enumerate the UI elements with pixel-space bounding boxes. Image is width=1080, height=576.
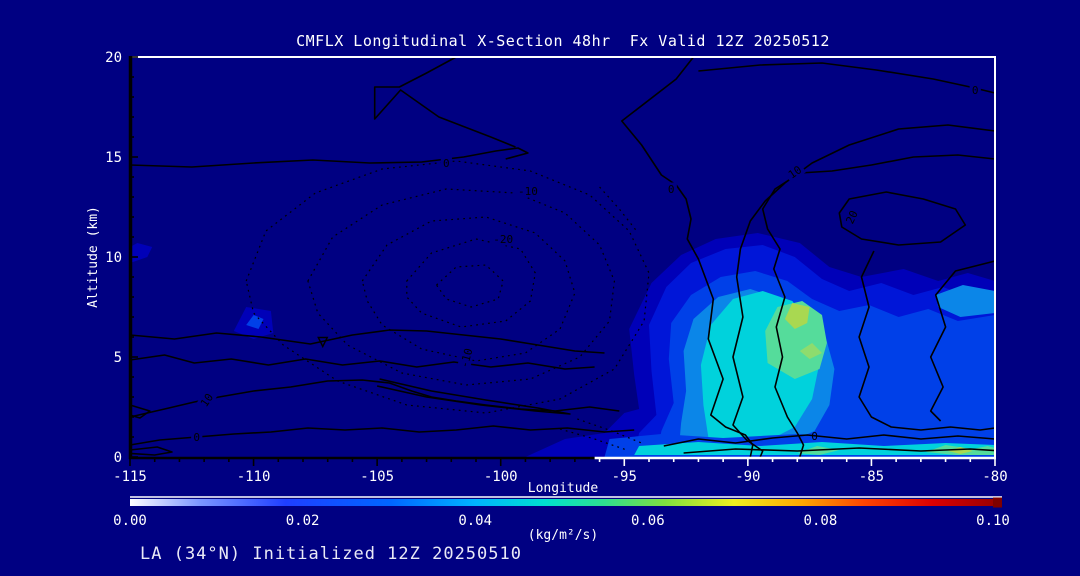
dashed-contour-dashed-ring-4 bbox=[406, 238, 536, 328]
contour-label: 0 bbox=[811, 430, 818, 443]
dashed-contour-dashed-arc-low-1 bbox=[559, 428, 627, 451]
contour-label-group: 0 bbox=[440, 156, 452, 170]
x-tick-label: -115 bbox=[113, 469, 147, 485]
contour-line-labels: 0 0 0 10 20 0 10 0 -10 -10 -20 bbox=[191, 83, 981, 444]
y-tick-label: 0 bbox=[114, 450, 122, 466]
x-tick-label: -80 bbox=[982, 469, 1007, 485]
contour-label-group: -10 bbox=[456, 343, 476, 373]
y-tick-label: 15 bbox=[105, 150, 122, 166]
dashed-contour-dashed-ring-5 bbox=[435, 264, 504, 308]
solid-contour-solid-0-left-bottom bbox=[129, 425, 635, 446]
contour-label-bg bbox=[783, 161, 807, 183]
contour-label-group: 20 bbox=[841, 205, 862, 229]
x-tick-label: -95 bbox=[612, 469, 637, 485]
contour-label-group: -10 bbox=[515, 184, 541, 198]
solid-contour-solid-surface-outline-2 bbox=[683, 447, 996, 454]
contour-label-bg bbox=[440, 156, 452, 170]
contour-label-group: 0 bbox=[811, 430, 818, 443]
contour-label-bg bbox=[456, 343, 476, 373]
contour-label: 0 bbox=[443, 157, 450, 170]
colorbar-tick-label: 0.00 bbox=[113, 513, 147, 529]
solid-contour-solid-surface-outline-1 bbox=[663, 434, 996, 447]
contour-label-group: 10 bbox=[783, 161, 807, 183]
x-tick-label: -100 bbox=[484, 469, 518, 485]
colorbar-tick-label: 0.02 bbox=[286, 513, 320, 529]
contour-label: 10 bbox=[786, 163, 804, 181]
fill-blob-l7-yellowgreen-b bbox=[799, 343, 822, 359]
contour-label: 0 bbox=[972, 84, 979, 97]
x-tick-label: -105 bbox=[360, 469, 394, 485]
solid-contour-solid-desc-right-1 bbox=[858, 250, 996, 431]
fill-surface-yellowgreen bbox=[948, 447, 973, 454]
contour-label-bg bbox=[196, 388, 218, 412]
solid-contour-solid-0-right-v bbox=[620, 56, 754, 458]
contour-label-bg bbox=[969, 83, 981, 97]
y-axis-title: Altitude (km) bbox=[86, 206, 101, 308]
colorbar-tick-label: 0.04 bbox=[458, 513, 492, 529]
solid-contour-solid-flag bbox=[373, 56, 516, 148]
fill-patch-left-edge bbox=[130, 243, 153, 263]
y-tick-label: 5 bbox=[114, 350, 122, 366]
fill-blob-l4-right-patch bbox=[935, 285, 995, 317]
contour-label-bg bbox=[665, 182, 677, 196]
contour-fill-layers bbox=[130, 233, 995, 457]
solid-contour-solid-arc-mid-right bbox=[732, 124, 996, 458]
fill-blob-l7-yellowgreen-a bbox=[784, 303, 810, 329]
x-tick-label: -90 bbox=[735, 469, 760, 485]
triangle-down-marker bbox=[317, 336, 329, 349]
contour-label-bg bbox=[515, 184, 541, 198]
footer-init-text: LA (34°N) Initialized 12Z 20250510 bbox=[140, 544, 522, 564]
contour-label-group: 0 bbox=[665, 182, 677, 196]
solid-contour-solid-corner-a bbox=[129, 404, 151, 419]
contour-label: 20 bbox=[843, 208, 860, 226]
solid-contour-solid-desc-right-2 bbox=[929, 260, 996, 422]
solid-contour-solid-20-loop bbox=[838, 191, 967, 246]
colorbar-units-label: (kg/m²/s) bbox=[528, 528, 598, 543]
solid-contour-solid-left-alt5 bbox=[129, 354, 595, 370]
colorbar-gradient bbox=[130, 499, 993, 506]
contour-label-bg bbox=[841, 205, 862, 229]
fill-blob-l6-palegreen bbox=[765, 301, 827, 379]
colorbar-tick-label: 0.06 bbox=[631, 513, 665, 529]
colorbar-end-cap bbox=[993, 497, 1002, 508]
solid-contour-solid-corner-b bbox=[129, 446, 173, 456]
dashed-contour-dashed-arc-low-2 bbox=[577, 418, 642, 444]
contour-label-group: 0 bbox=[191, 430, 203, 444]
contour-label-group: 10 bbox=[196, 388, 218, 412]
contour-label-group: -20 bbox=[490, 232, 516, 246]
colorbar-tick-labels: 0.00 0.02 0.04 0.06 0.08 0.10 bbox=[113, 513, 1010, 529]
colorbar-tick-label: 0.08 bbox=[804, 513, 838, 529]
contour-label-bg bbox=[191, 430, 203, 444]
x-axis-title: Longitude bbox=[528, 481, 599, 496]
solid-contour-solid-wedge bbox=[376, 378, 571, 415]
contour-label: 0 bbox=[668, 183, 675, 196]
x-tick-label: -85 bbox=[859, 469, 884, 485]
contour-label: 10 bbox=[198, 391, 216, 409]
contour-label-bg bbox=[490, 232, 516, 246]
contour-label: 0 bbox=[193, 431, 200, 444]
colorbar: 0.00 0.02 0.04 0.06 0.08 0.10 bbox=[113, 496, 1010, 529]
y-tick-label: 20 bbox=[105, 50, 122, 66]
contour-label: -10 bbox=[458, 347, 476, 370]
solid-contour-solid-0-upper-left bbox=[129, 147, 529, 168]
plot-title: CMFLX Longitudinal X-Section 48hr Fx Val… bbox=[296, 32, 830, 50]
dashed-contour-dashed-ring-1 bbox=[245, 160, 650, 414]
contour-label: -10 bbox=[518, 185, 538, 198]
contour-label: -20 bbox=[493, 233, 513, 246]
y-tick-label: 10 bbox=[105, 250, 122, 266]
x-tick-label: -110 bbox=[237, 469, 271, 485]
solid-contour-solid-10-right bbox=[761, 154, 996, 458]
plot-markers bbox=[317, 336, 329, 349]
colorbar-tick-label: 0.10 bbox=[976, 513, 1010, 529]
contour-label-group: 0 bbox=[969, 83, 981, 97]
dashed-contour-dashed-ring-3 bbox=[361, 216, 576, 362]
dashed-contour-dashed-diag-right bbox=[599, 186, 638, 232]
